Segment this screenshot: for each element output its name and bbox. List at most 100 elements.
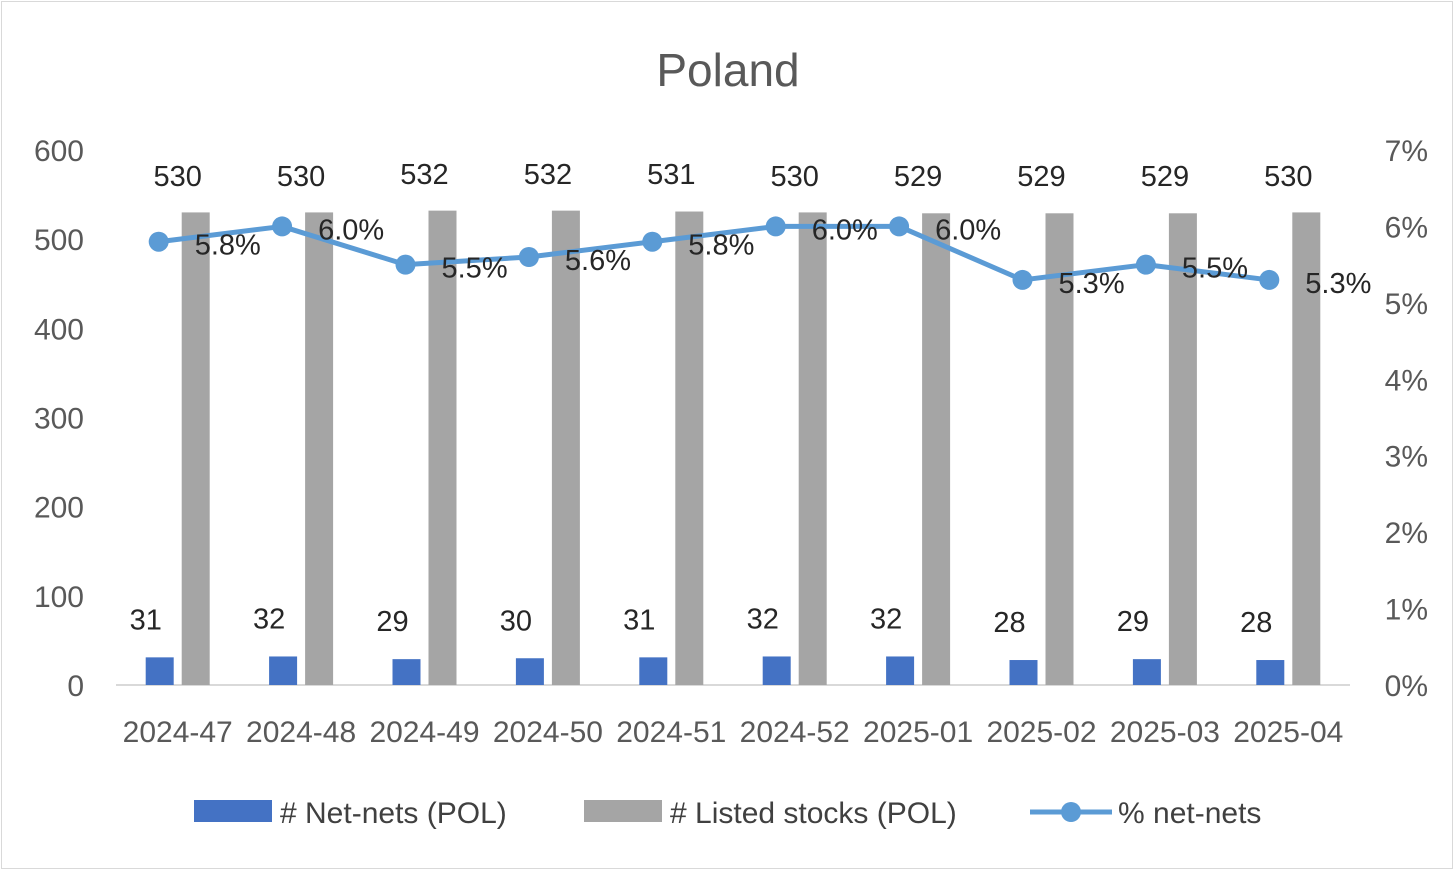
pct-data-label: 6.0% — [935, 214, 1001, 246]
right-tick-label: 3% — [1385, 441, 1428, 474]
line-labels: 5.8% 6.0% 5.5% 5.6% 5.8% 6.0% 6.0% 5.3% 5.5% 5.3% — [195, 214, 1372, 299]
bar-listed-stocks — [1168, 213, 1197, 685]
left-tick-label: 300 — [34, 403, 84, 436]
left-tick-label: 600 — [34, 135, 84, 168]
left-tick-label: 500 — [34, 224, 84, 257]
right-tick-label: 6% — [1385, 211, 1428, 244]
legend-label: # Net-nets (POL) — [280, 797, 507, 830]
net-nets-data-label: 32 — [253, 603, 285, 635]
listed-stocks-data-label: 530 — [1264, 161, 1312, 193]
pct-marker — [765, 216, 786, 237]
listed-stocks-data-label: 530 — [154, 161, 202, 193]
listed-stocks-data-label: 530 — [771, 161, 819, 193]
pct-marker — [889, 216, 910, 237]
category-label: 2024-52 — [740, 716, 850, 749]
right-tick-label: 2% — [1385, 517, 1428, 550]
bar-listed-stocks — [181, 212, 210, 685]
listed-stocks-data-label: 529 — [1017, 161, 1065, 193]
net-nets-data-label: 32 — [870, 603, 902, 635]
legend-label: # Listed stocks (POL) — [670, 797, 957, 830]
left-axis: 0 100 200 300 400 500 600 — [34, 135, 84, 703]
pct-marker — [518, 247, 539, 267]
listed-stocks-data-label: 530 — [277, 161, 325, 193]
category-label: 2025-04 — [1233, 716, 1343, 749]
line-series — [148, 216, 1280, 290]
right-tick-label: 5% — [1385, 288, 1428, 321]
bars — [145, 210, 1321, 685]
pct-data-label: 5.8% — [195, 230, 261, 262]
bar-net-nets — [1256, 660, 1285, 685]
pct-marker — [395, 254, 416, 275]
bar-net-nets — [1009, 660, 1038, 685]
bar-listed-stocks — [922, 213, 951, 685]
right-tick-label: 4% — [1385, 364, 1428, 397]
pct-data-label: 5.3% — [1059, 268, 1125, 300]
left-tick-label: 100 — [34, 581, 84, 614]
net-nets-data-label: 28 — [1240, 607, 1272, 639]
category-label: 2025-02 — [986, 716, 1096, 749]
bar-listed-stocks — [428, 210, 457, 685]
left-tick-label: 0 — [67, 670, 84, 703]
net-nets-data-label: 30 — [500, 605, 532, 637]
legend-swatch — [194, 800, 272, 822]
net-nets-data-label: 29 — [376, 606, 408, 638]
pct-marker — [1259, 269, 1280, 290]
legend-marker — [1061, 802, 1081, 822]
listed-stocks-data-label: 529 — [894, 161, 942, 193]
category-label: 2024-50 — [493, 716, 603, 749]
bar-net-nets — [392, 659, 421, 685]
legend: # Net-nets (POL) # Listed stocks (POL) % n… — [194, 797, 1261, 830]
right-tick-label: 0% — [1385, 670, 1428, 703]
left-tick-label: 200 — [34, 492, 84, 525]
pct-data-label: 6.0% — [812, 214, 878, 246]
legend-swatch — [584, 800, 662, 822]
bar-net-nets — [1132, 659, 1161, 685]
category-label: 2025-01 — [863, 716, 973, 749]
bar-listed-stocks — [1292, 212, 1321, 685]
pct-marker — [642, 231, 663, 252]
net-nets-data-label: 31 — [130, 604, 162, 636]
pct-marker — [1135, 254, 1156, 275]
pct-line — [158, 223, 1270, 283]
listed-stocks-data-label: 531 — [647, 159, 695, 191]
pct-data-label: 5.5% — [442, 253, 508, 285]
pct-data-label: 5.6% — [565, 245, 631, 277]
bar-listed-stocks — [305, 212, 334, 685]
bar-labels: 31 530 32 530 29 532 30 532 31 531 32 530 32 529 28 529… — [130, 159, 1313, 639]
pct-marker — [148, 231, 169, 252]
left-tick-label: 400 — [34, 313, 84, 346]
category-label: 2025-03 — [1110, 716, 1220, 749]
bar-net-nets — [639, 657, 668, 685]
category-label: 2024-47 — [123, 716, 233, 749]
bar-listed-stocks — [1045, 213, 1074, 685]
bar-listed-stocks — [798, 212, 827, 685]
net-nets-data-label: 29 — [1117, 606, 1149, 638]
pct-marker — [1012, 269, 1033, 290]
pct-marker — [272, 216, 293, 237]
right-axis: 0% 1% 2% 3% 4% 5% 6% 7% — [1385, 135, 1428, 703]
pct-data-label: 6.0% — [318, 214, 384, 246]
pct-data-label: 5.8% — [688, 230, 754, 262]
bar-net-nets — [269, 656, 298, 685]
bar-net-nets — [762, 656, 791, 685]
bar-listed-stocks — [675, 211, 704, 685]
bar-net-nets — [886, 656, 915, 685]
chart-title: Poland — [656, 44, 799, 96]
pct-data-label: 5.5% — [1182, 253, 1248, 285]
pct-data-label: 5.3% — [1305, 268, 1371, 300]
category-label: 2024-51 — [616, 716, 726, 749]
bar-listed-stocks — [551, 210, 580, 685]
category-label: 2024-48 — [246, 716, 356, 749]
listed-stocks-data-label: 532 — [524, 159, 572, 191]
legend-label: % net-nets — [1118, 797, 1261, 830]
bar-net-nets — [145, 657, 174, 685]
x-axis: 2024-47 2024-48 2024-49 2024-50 2024-51 2024-… — [123, 716, 1344, 749]
right-tick-label: 1% — [1385, 594, 1428, 627]
net-nets-data-label: 32 — [747, 603, 779, 635]
bar-net-nets — [515, 658, 544, 685]
listed-stocks-data-label: 532 — [400, 159, 448, 191]
category-label: 2024-49 — [369, 716, 479, 749]
net-nets-data-label: 31 — [623, 604, 655, 636]
